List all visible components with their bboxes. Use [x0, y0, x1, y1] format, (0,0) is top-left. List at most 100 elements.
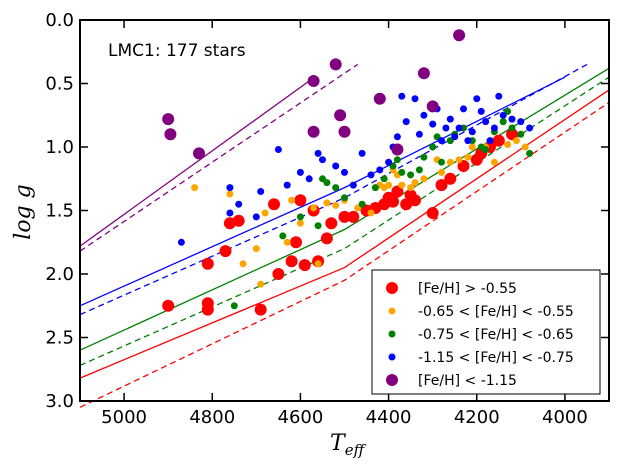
data-points [162, 29, 534, 316]
point-s3-36 [473, 95, 481, 103]
point-s3-28 [438, 137, 445, 145]
point-s0-2 [201, 303, 214, 316]
point-s3-41 [495, 92, 503, 100]
point-s3-5 [257, 188, 265, 195]
legend-marker-2 [388, 330, 396, 338]
point-s4-8 [373, 92, 386, 105]
point-s0-24 [387, 195, 399, 208]
point-s1-21 [398, 181, 406, 189]
point-s0-3 [201, 257, 214, 270]
point-s3-34 [464, 137, 472, 145]
point-s1-9 [310, 204, 318, 212]
point-s0-7 [254, 303, 267, 316]
legend-marker-4 [386, 374, 398, 386]
point-s2-29 [508, 124, 516, 132]
point-s3-9 [305, 175, 313, 183]
x-tick-label-1: 4800 [189, 407, 235, 428]
x-axis-title-sub: eff [345, 441, 367, 459]
point-s1-1 [226, 190, 234, 198]
y-axis-title: log g [11, 184, 36, 239]
point-s3-15 [358, 149, 366, 157]
point-s3-2 [226, 209, 234, 217]
point-s3-18 [385, 158, 393, 166]
point-s2-17 [429, 143, 437, 151]
point-s4-1 [164, 128, 177, 141]
point-s3-8 [296, 168, 304, 176]
point-s3-44 [517, 118, 525, 126]
point-s3-10 [314, 149, 322, 157]
point-s2-14 [407, 171, 415, 179]
y-tick-label-5: 2.5 [45, 328, 74, 349]
point-s4-3 [307, 75, 320, 87]
point-s1-22 [407, 184, 415, 192]
point-s0-13 [298, 259, 311, 272]
point-s3-37 [477, 107, 485, 115]
point-s2-5 [323, 179, 331, 187]
point-s0-29 [426, 207, 439, 219]
point-s2-2 [296, 213, 304, 221]
legend: [Fe/H] > -0.55 -0.65 < [Fe/H] < -0.55 -0.7… [371, 269, 601, 395]
point-s1-15 [367, 209, 375, 217]
point-s0-19 [347, 210, 360, 223]
point-s3-6 [274, 146, 282, 153]
point-s3-20 [393, 133, 401, 141]
point-s4-0 [162, 113, 175, 126]
y-tick-label-6: 3.0 [45, 391, 74, 412]
point-s1-23 [411, 179, 419, 187]
point-s2-19 [438, 158, 445, 166]
point-s1-12 [332, 201, 340, 209]
legend-box [371, 269, 601, 395]
x-tick-label-0: 5000 [101, 407, 147, 428]
point-s1-0 [191, 184, 199, 192]
point-s0-6 [232, 214, 245, 227]
point-s3-38 [482, 118, 490, 126]
point-s1-11 [323, 199, 331, 207]
point-s3-24 [415, 130, 423, 138]
point-s1-2 [239, 260, 247, 268]
point-s0-30 [435, 179, 448, 192]
point-s1-3 [252, 245, 260, 253]
point-s0-9 [272, 268, 285, 280]
point-s1-30 [468, 143, 476, 151]
point-s1-18 [385, 181, 393, 189]
point-s0-8 [268, 198, 280, 211]
y-tick-label-0: 0.0 [45, 10, 74, 31]
point-s4-10 [417, 67, 430, 80]
point-s0-18 [338, 210, 351, 223]
point-s0-37 [506, 128, 518, 141]
point-s1-4 [257, 280, 265, 288]
legend-label-1: -0.65 < [Fe/H] < -0.55 [418, 304, 574, 320]
legend-marker-1 [388, 307, 396, 315]
point-s3-35 [468, 128, 476, 136]
legend-label-0: [Fe/H] > -0.55 [418, 281, 517, 297]
y-tick-label-2: 1.0 [45, 137, 74, 158]
point-s3-26 [429, 120, 437, 128]
point-s3-0 [177, 238, 185, 246]
point-s1-28 [455, 156, 463, 164]
point-s1-10 [314, 260, 322, 268]
point-s3-32 [455, 124, 463, 132]
annotation-label: LMC1: 177 stars [108, 41, 246, 61]
x-tick-label-5: 4000 [542, 407, 588, 428]
point-s3-4 [252, 213, 260, 221]
point-s1-27 [446, 158, 454, 166]
point-s3-7 [283, 181, 291, 189]
point-s4-12 [453, 29, 466, 42]
point-s0-12 [294, 194, 307, 207]
point-s2-13 [398, 168, 406, 176]
trend-line-6 [79, 89, 610, 379]
point-s2-16 [420, 153, 428, 161]
point-s3-12 [332, 162, 340, 170]
point-s0-0 [162, 299, 175, 312]
point-s3-3 [235, 200, 243, 208]
x-tick-label-4: 4200 [454, 407, 500, 428]
trend-line-7 [79, 101, 610, 408]
point-s3-33 [460, 105, 467, 113]
point-s3-40 [490, 124, 498, 132]
x-tick-label-2: 4600 [278, 407, 324, 428]
point-s4-9 [391, 143, 404, 156]
legend-label-3: -1.15 < [Fe/H] < -0.75 [418, 350, 574, 366]
point-s3-45 [526, 124, 534, 132]
point-s0-11 [290, 236, 302, 249]
point-s1-35 [521, 143, 529, 151]
